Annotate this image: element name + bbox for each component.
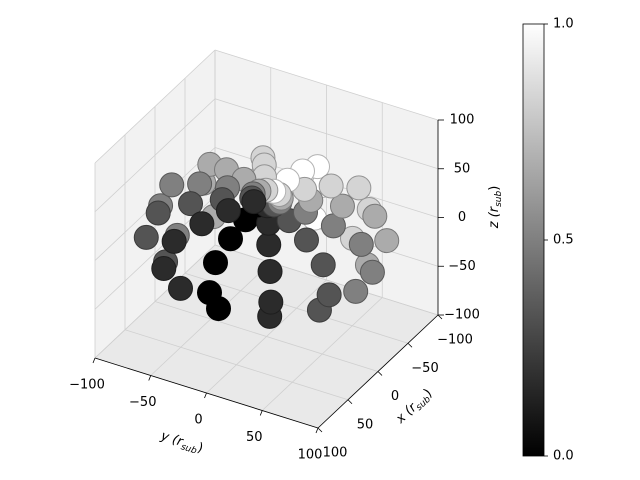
z-axis-label-main: z (r xyxy=(487,205,502,229)
y-tick-label: 100 xyxy=(298,448,323,463)
point xyxy=(178,191,204,217)
z-axis-label: z (rsub) xyxy=(487,186,504,230)
z-tick-label: −100 xyxy=(444,308,480,323)
point xyxy=(346,175,372,201)
point xyxy=(197,280,222,306)
point xyxy=(257,258,283,284)
point xyxy=(374,228,400,254)
x-tick-label: −50 xyxy=(411,361,438,376)
colorbar-tick-label: 0.5 xyxy=(553,233,574,248)
z-axis-label-sub: sub xyxy=(494,191,504,207)
y-axis-label: y (rsub) xyxy=(157,428,205,458)
grid-line xyxy=(214,98,439,170)
point xyxy=(329,193,355,219)
x-axis-line xyxy=(317,314,439,429)
point xyxy=(343,278,369,304)
grid-line xyxy=(150,262,272,376)
y-axis-label-close: ) xyxy=(196,440,205,456)
grid-line xyxy=(94,49,216,164)
grid-line xyxy=(94,244,216,359)
point xyxy=(218,226,243,252)
z-tick-label: −50 xyxy=(448,259,475,274)
y-tick-label: 50 xyxy=(246,430,263,445)
z-tick-label: 50 xyxy=(454,161,471,176)
colorbar-tick-label: 1.0 xyxy=(553,17,574,32)
x-tick-label: 100 xyxy=(323,446,348,461)
point xyxy=(151,256,177,282)
y-tick xyxy=(92,357,96,364)
point xyxy=(256,232,282,258)
y-axis-label-sub: sub xyxy=(180,442,199,457)
point xyxy=(310,252,336,278)
y-tick xyxy=(259,410,263,416)
point xyxy=(359,259,385,285)
x-tick-label: −100 xyxy=(437,333,473,348)
point xyxy=(215,198,241,224)
point xyxy=(258,289,284,315)
y-tick xyxy=(148,375,152,381)
point xyxy=(203,250,228,276)
y-tick-label: 0 xyxy=(194,413,202,428)
point xyxy=(145,200,171,226)
colorbar-tick-label: 0.0 xyxy=(553,449,574,464)
point xyxy=(189,211,215,237)
point xyxy=(133,224,159,250)
y-tick-label: −50 xyxy=(129,395,156,410)
y-tick xyxy=(204,392,207,399)
point xyxy=(318,173,344,199)
point xyxy=(293,227,319,253)
grid-line xyxy=(261,297,383,411)
grid-line xyxy=(206,279,327,394)
y-axis-label-main: y (r xyxy=(158,428,186,450)
y-axis-line xyxy=(94,357,319,429)
point xyxy=(168,275,193,301)
z-axis-label-close: ) xyxy=(487,186,502,191)
z-tick-label: 0 xyxy=(458,210,466,225)
z-tick-label: 100 xyxy=(450,113,475,128)
point xyxy=(348,231,374,257)
x-tick-label: 0 xyxy=(391,389,399,404)
point xyxy=(362,203,388,229)
grid-line xyxy=(94,98,216,213)
x-tick xyxy=(437,314,443,320)
x-tick xyxy=(377,371,383,376)
y-tick xyxy=(315,427,319,434)
x-tick xyxy=(407,342,413,348)
grid-line xyxy=(214,49,439,121)
y-tick-label: −100 xyxy=(69,378,105,393)
x-tick xyxy=(317,427,323,433)
point xyxy=(316,282,342,308)
point xyxy=(241,189,267,215)
x-tick-label: 50 xyxy=(357,417,374,432)
grid-line xyxy=(214,244,439,316)
point xyxy=(159,172,185,198)
colorbar xyxy=(522,23,545,457)
point xyxy=(161,228,187,254)
x-tick xyxy=(347,399,353,405)
